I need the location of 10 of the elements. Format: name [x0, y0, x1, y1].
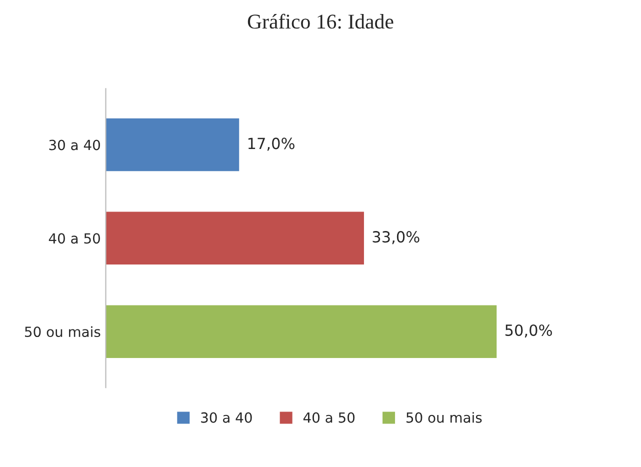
legend-label: 30 a 40	[201, 412, 252, 423]
data-label: 33,0%	[372, 231, 420, 244]
y-tick-label: 50 ou mais	[25, 326, 100, 338]
chart-title: Gráfico 16: Idade	[248, 14, 394, 29]
legend-label: 40 a 50	[303, 412, 355, 423]
data-label: 50,0%	[505, 324, 552, 338]
y-tick-label: 30 a 40	[49, 140, 100, 150]
legend-label: 50 ou mais	[406, 412, 482, 423]
data-label: 17,0%	[248, 138, 294, 151]
y-tick-label: 40 a 50	[48, 233, 100, 244]
